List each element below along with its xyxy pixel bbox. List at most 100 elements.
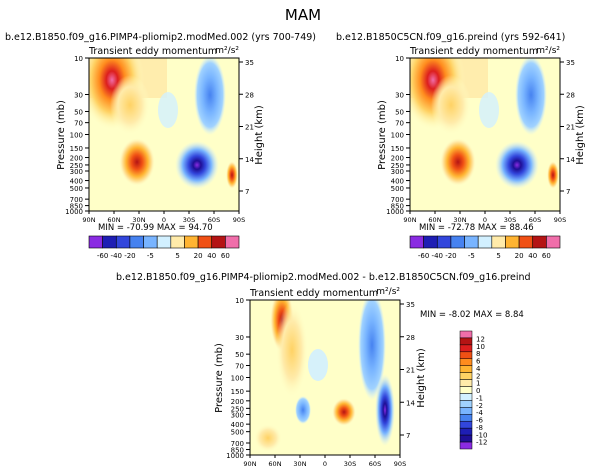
axis-bottom: 90N 60N 30N 0 30S 60S 90S <box>243 455 406 468</box>
feature-max-lower <box>440 138 476 186</box>
colorbar-swatch <box>477 235 493 249</box>
contour-field <box>250 300 400 455</box>
axis-ylabel: Pressure (mb) <box>377 100 388 170</box>
y-tick-label: 150 <box>391 145 404 153</box>
y-tick-label: 30 <box>235 334 244 342</box>
x-tick-label: 60N <box>268 460 281 468</box>
feature-cool-nh <box>295 396 311 424</box>
colorbar-label: -12 <box>476 439 487 447</box>
x-tick-label: 90N <box>403 216 416 224</box>
colorbar-swatch <box>423 235 438 249</box>
colorbar-swatch <box>459 358 473 366</box>
panel-units: m²/s² <box>376 287 400 297</box>
axis-ylabel-right: Height (km) <box>575 105 586 165</box>
feature-min-lower <box>495 141 539 189</box>
y-tick-label: 100 <box>231 375 244 383</box>
y-tick-label: 50 <box>235 351 244 359</box>
y-tick-label: 150 <box>231 388 244 396</box>
axis-ylabel-right: Height (km) <box>254 105 265 165</box>
y-right-tick-label: 14 <box>245 156 254 164</box>
feature-polar-warm <box>547 161 559 189</box>
x-tick-label: 60N <box>428 216 441 224</box>
colorbar-label: 5 <box>496 252 500 260</box>
y-tick-label: 300 <box>231 411 244 419</box>
colorbar-label: -1 <box>476 394 483 402</box>
x-tick-label: 30N <box>293 460 306 468</box>
colorbar-swatch <box>459 427 473 436</box>
colorbar-swatch <box>546 235 561 249</box>
colorbar-swatch <box>459 420 473 429</box>
y-tick-label: 200 <box>70 155 83 163</box>
x-tick-label: 90N <box>243 460 256 468</box>
panel-units: m²/s² <box>536 46 560 56</box>
axis-right: 35 28 21 14 7 <box>400 301 415 440</box>
colorbar-swatch <box>197 235 213 249</box>
colorbar-label: -8 <box>476 424 483 432</box>
y-right-tick-label: 21 <box>566 124 575 132</box>
colorbar-swatch <box>184 235 199 249</box>
colorbar-label: 0 <box>476 387 480 395</box>
colorbar-label: 20 <box>515 252 524 260</box>
panel-units: m²/s² <box>215 46 239 56</box>
y-tick-label: 250 <box>70 162 83 170</box>
panel-title: b.e12.B1850.f09_g16.PIMP4-pliomip2.modMe… <box>5 32 316 43</box>
colorbar-swatch <box>459 393 473 401</box>
y-tick-label: 50 <box>395 108 404 116</box>
x-tick-label: 90S <box>394 460 406 468</box>
axis-ylabel: Pressure (mb) <box>214 343 225 413</box>
y-tick-label: 500 <box>231 429 244 437</box>
colorbar-swatch <box>491 235 506 249</box>
contour-field <box>410 58 560 211</box>
x-tick-label: 90S <box>233 216 245 224</box>
y-tick-label: 30 <box>74 91 83 99</box>
feature-min-upper <box>515 58 547 135</box>
colorbar-label: -40 <box>432 252 443 260</box>
colorbar-label: 8 <box>476 350 480 358</box>
colorbar-swatch <box>459 344 473 353</box>
panel-bottom-center: b.e12.B1850.f09_g16.PIMP4-pliomip2.modMe… <box>116 272 531 468</box>
y-tick-label: 70 <box>235 362 244 370</box>
axis-bottom: 90N 60N 30N 0 30S 60S 90S <box>403 211 566 224</box>
y-tick-label: 250 <box>231 405 244 413</box>
y-right-tick-label: 7 <box>406 432 410 440</box>
colorbar-swatch <box>156 235 172 249</box>
feature-cool-equator <box>308 349 328 381</box>
colorbar-swatch <box>436 235 452 249</box>
y-tick-label: 400 <box>70 178 83 186</box>
colorbar-label: -40 <box>111 252 122 260</box>
y-tick-label: 10 <box>395 55 404 63</box>
colorbar-swatch <box>88 235 103 249</box>
feature-upper-warm <box>431 75 471 135</box>
colorbar-swatch <box>459 400 473 408</box>
feature-warm-mid <box>276 302 308 398</box>
colorbar-swatch <box>459 337 473 346</box>
y-right-tick-label: 21 <box>245 124 254 132</box>
colorbar-swatch <box>459 379 473 387</box>
panel-title: b.e12.B1850C5CN.f09_g16.preind (yrs 592-… <box>336 32 565 43</box>
colorbar-label: 40 <box>207 252 216 260</box>
y-tick-label: 850 <box>70 203 83 211</box>
colorbar-swatch <box>459 434 473 443</box>
y-tick-label: 100 <box>70 132 83 140</box>
feature-max-lower <box>119 138 155 186</box>
y-tick-label: 700 <box>231 440 244 448</box>
y-tick-label: 30 <box>395 91 404 99</box>
y-tick-label: 400 <box>231 421 244 429</box>
y-tick-label: 700 <box>391 196 404 204</box>
x-tick-label: 0 <box>323 460 327 468</box>
colorbar-swatch <box>129 235 144 249</box>
y-right-tick-label: 28 <box>566 91 575 99</box>
colorbar-label: 60 <box>542 252 551 260</box>
colorbar-swatch <box>115 235 131 249</box>
colorbar-label: 5 <box>175 252 179 260</box>
y-tick-label: 1000 <box>226 452 244 460</box>
axis-right: 35 28 21 14 7 <box>560 59 575 196</box>
x-tick-label: 90N <box>82 216 95 224</box>
colorbar-label: 4 <box>476 365 481 373</box>
y-right-tick-label: 35 <box>406 301 415 309</box>
colorbar-swatch <box>225 235 240 249</box>
colorbar-label: -5 <box>468 252 475 260</box>
feature-warm-nh-surface <box>254 424 282 452</box>
colorbar-label: 40 <box>528 252 537 260</box>
